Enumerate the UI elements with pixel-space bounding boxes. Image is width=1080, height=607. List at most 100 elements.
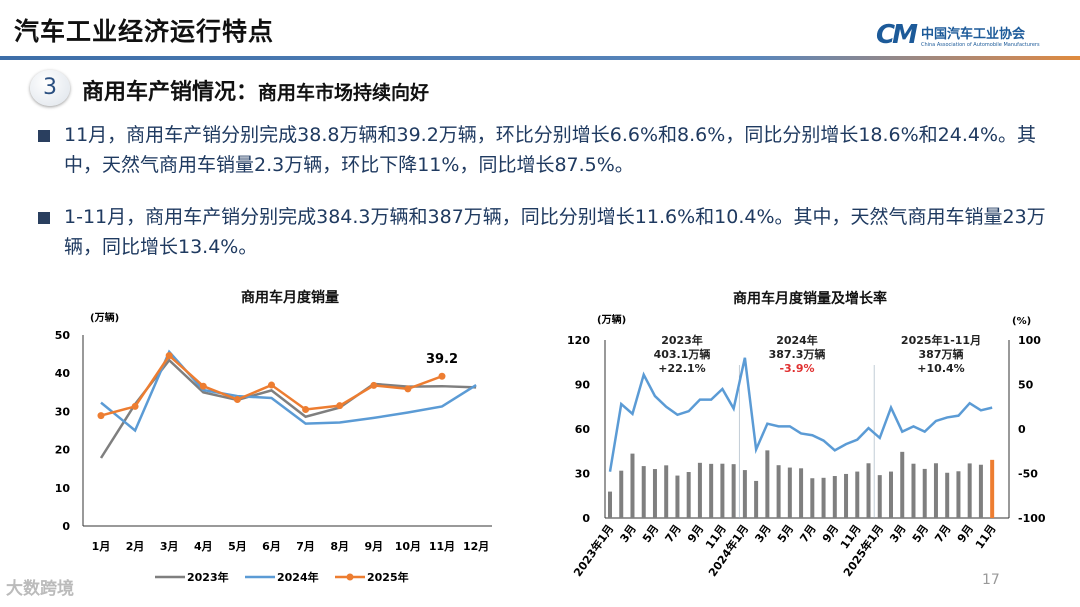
x-tick-label: 9月 [685, 522, 706, 545]
section-title-text: 商用车产销情况： [82, 80, 259, 105]
series-line-2024年 [100, 349, 477, 433]
legend-label: 2023年 [187, 570, 229, 584]
data-point [336, 402, 344, 410]
sales-bar [664, 465, 669, 518]
header-divider [0, 56, 1080, 60]
section-title: 商用车产销情况：商用车市场持续向好 [82, 74, 429, 106]
y-tick-label: 90 [575, 379, 591, 392]
growth-rate-line [608, 357, 993, 472]
x-tick-label: 5月 [228, 540, 247, 553]
data-point [438, 372, 446, 380]
data-point [233, 396, 241, 404]
y-tick-label: 40 [55, 367, 71, 380]
y-tick-label: 30 [55, 405, 71, 418]
sales-bar [911, 463, 916, 518]
data-point [268, 381, 275, 389]
sales-bar [956, 471, 961, 518]
x-tick-label: 8月 [330, 540, 349, 553]
sales-bar [844, 473, 849, 518]
sales-bar [697, 462, 702, 518]
sales-bar [799, 468, 804, 518]
x-tick-label: 5月 [640, 522, 661, 545]
sales-bar [630, 453, 635, 518]
x-tick-label: 3月 [887, 522, 908, 545]
annotation-text: 2024年 [776, 333, 818, 347]
logo-mark-icon: CM [876, 20, 918, 50]
y-axis-label: (万辆) [597, 313, 626, 326]
x-tick-label: 2月 [126, 540, 145, 553]
y2-tick-label: 50 [1018, 379, 1034, 392]
data-point [370, 381, 378, 389]
sales-bar [641, 466, 646, 518]
logo: CM 中国汽车工业协会 China Association of Automob… [876, 20, 1040, 50]
y2-tick-label: -50 [1018, 468, 1038, 481]
x-tick-label: 9月 [820, 522, 841, 545]
x-tick-label: 7月 [296, 540, 315, 553]
sales-bar [866, 463, 871, 518]
annotation-text: +22.1% [658, 362, 705, 375]
bullet-point: 1-11月，商用车产销分别完成384.3万辆和387万辆，同比分别增长11.6%… [38, 202, 1058, 262]
sales-bar [945, 472, 950, 518]
annotation-text: +10.4% [917, 362, 964, 375]
sales-bar [967, 463, 972, 518]
y-axis-label: (万辆) [90, 311, 119, 324]
data-point [404, 385, 412, 393]
sales-bar [608, 491, 612, 518]
section-subtitle: 商用车市场持续向好 [258, 82, 430, 104]
sales-bar [900, 451, 905, 518]
sales-bar [709, 463, 714, 518]
data-point [165, 352, 173, 360]
sales-bar [742, 470, 747, 518]
y-tick-label: 10 [55, 482, 71, 495]
y-tick-label: 20 [55, 444, 71, 457]
legend-label: 2024年 [277, 570, 319, 584]
chart-title: 商用车月度销量 [241, 290, 339, 306]
sales-bar [832, 476, 837, 518]
sales-bar [877, 475, 882, 518]
data-point [131, 402, 139, 410]
x-tick-label: 10月 [395, 540, 421, 553]
y-tick-label: 50 [55, 329, 71, 342]
annotation-text: 387万辆 [919, 347, 964, 361]
sales-bar [652, 469, 657, 518]
x-tick-label: 7月 [932, 522, 953, 545]
sales-bar [619, 470, 624, 518]
sales-bar [787, 467, 792, 518]
annotation-text: 2023年 [661, 333, 703, 347]
x-tick-label: 2023年1月 [570, 522, 616, 579]
y-tick-label: 30 [575, 468, 591, 481]
x-tick-label: 3月 [752, 522, 773, 545]
annotation-text: 2025年1-11月 [901, 333, 981, 347]
sales-bar [821, 477, 826, 518]
y2-tick-label: -100 [1018, 512, 1046, 525]
data-point [199, 382, 207, 390]
sales-bar [765, 450, 770, 518]
y-tick-label: 120 [567, 334, 590, 347]
x-tick-label: 11月 [973, 522, 999, 551]
sales-bar [675, 475, 680, 518]
x-tick-label: 12月 [463, 540, 489, 553]
x-tick-label: 5月 [775, 522, 796, 545]
annotation-text: -3.9% [779, 362, 814, 375]
data-point [97, 412, 105, 420]
y-tick-label: 60 [575, 423, 591, 436]
logo-text: 中国汽车工业协会 [920, 26, 1025, 42]
sales-bar [990, 459, 995, 518]
slide-title: 汽车工业经济运行特点 [14, 17, 275, 46]
x-tick-label: 1月 [92, 540, 111, 553]
sales-bar [855, 471, 860, 518]
bullet-point: 11月，商用车产销分别完成38.8万辆和39.2万辆，环比分别增长6.6%和8.… [38, 120, 1058, 180]
data-point [302, 405, 310, 413]
page-number: 17 [982, 572, 1000, 588]
y2-axis-label: (%) [1012, 316, 1031, 327]
legend-marker [346, 573, 354, 581]
sales-bar [922, 468, 927, 518]
sales-bar [754, 480, 759, 518]
x-tick-label: 7月 [797, 522, 818, 545]
sales-bar [933, 463, 938, 518]
sales-bar [978, 464, 983, 518]
sales-bar [810, 478, 815, 518]
x-tick-label: 9月 [364, 540, 383, 553]
y-tick-label: 0 [62, 520, 70, 533]
